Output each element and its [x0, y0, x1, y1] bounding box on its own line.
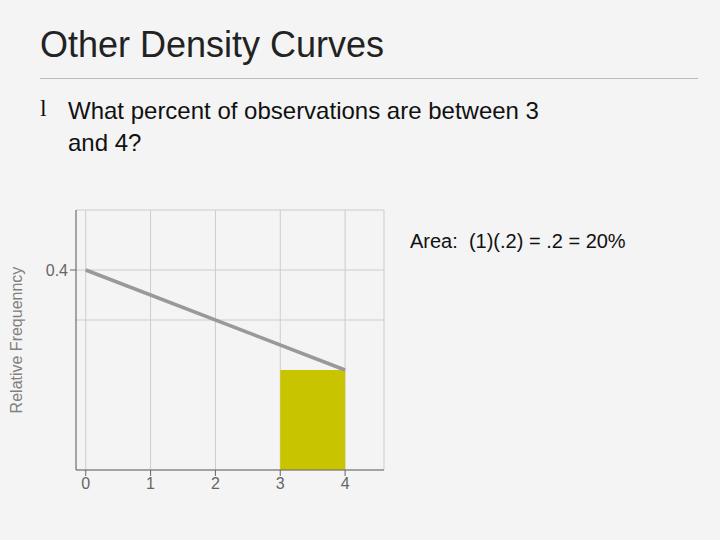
html-text:Other Density Curves: Other Density Curves: [40, 24, 385, 65]
html-text:What percent of observations a: What percent of observations are between…: [68, 97, 539, 157]
svg-text:0: 0: [81, 475, 90, 492]
svg-text:0.4: 0.4: [46, 262, 68, 279]
svg-text:3: 3: [276, 475, 285, 492]
svg-text:1: 1: [146, 475, 155, 492]
svg-text:Relative Frequenncy: Relative Frequenncy: [8, 267, 25, 414]
svg-text:2: 2: [211, 475, 220, 492]
html-text:Area: (1)(.2) = .2 = 20%: Area: (1)(.2) = .2 = 20%: [410, 230, 626, 252]
svg-text:4: 4: [341, 475, 350, 492]
html-text:l: l: [40, 95, 47, 121]
